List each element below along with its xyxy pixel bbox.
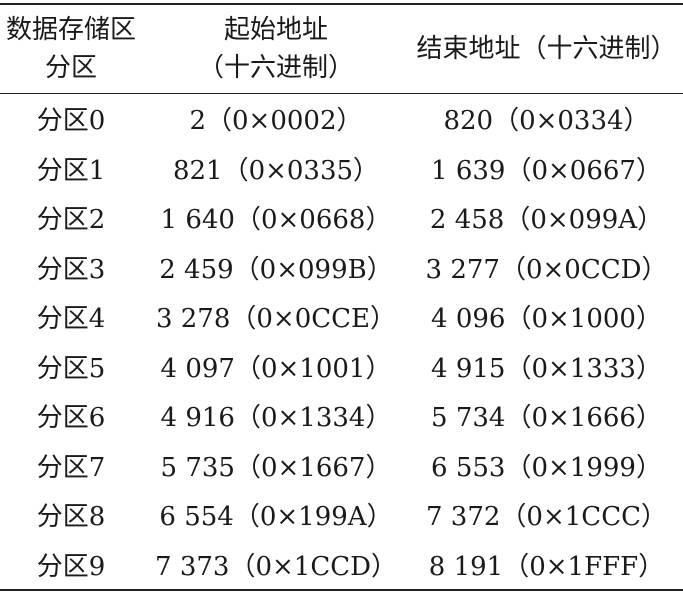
header-end-line1: 结束地址（十六进制） xyxy=(416,34,677,64)
partition-cell: 分区9 xyxy=(36,551,106,582)
end-address-cell: 1 639（0×0667） xyxy=(431,155,662,186)
start-address-cell: 2 459（0×099B） xyxy=(159,254,393,285)
table-row: 分区0 2（0×0002） 820（0×0334） xyxy=(0,94,683,144)
partition-cell: 分区8 xyxy=(36,502,106,533)
start-address-cell: 821（0×0335） xyxy=(172,155,380,186)
start-address-cell: 4 916（0×1334） xyxy=(160,403,392,434)
partition-cell: 分区3 xyxy=(36,254,106,285)
header-end-address: 结束地址（十六进制） xyxy=(410,4,683,94)
partition-cell: 分区4 xyxy=(36,304,106,335)
table-row: 分区7 5 735（0×1667） 6 553（0×1999） xyxy=(0,441,683,491)
header-start-address: 起始地址 （十六进制） xyxy=(142,4,410,94)
end-address-cell: 820（0×0334） xyxy=(443,106,650,137)
start-address-cell: 1 640（0×0668） xyxy=(160,205,392,236)
start-address-cell: 6 554（0×199A） xyxy=(159,502,393,533)
end-address-cell: 6 553（0×1999） xyxy=(431,452,662,483)
partition-cell: 分区5 xyxy=(36,353,106,384)
table-header: 数据存储区 分区 起始地址 （十六进制） 结束地址（十六进制） xyxy=(0,4,683,94)
header-start-line1: 起始地址 xyxy=(223,15,328,45)
start-address-cell: 7 373（0×1CCD） xyxy=(155,551,397,582)
table-row: 分区6 4 916（0×1334） 5 734（0×1666） xyxy=(0,391,683,441)
partition-cell: 分区6 xyxy=(36,403,106,434)
header-start-line2: （十六进制） xyxy=(197,53,354,83)
table-row: 分区4 3 278（0×0CCE） 4 096（0×1000） xyxy=(0,292,683,342)
end-address-cell: 7 372（0×1CCC） xyxy=(426,502,667,533)
header-partition-line1: 数据存储区 xyxy=(5,15,136,45)
table-row: 分区2 1 640（0×0668） 2 458（0×099A） xyxy=(0,193,683,243)
start-address-cell: 5 735（0×1667） xyxy=(160,452,392,483)
end-address-cell: 3 277（0×0CCD） xyxy=(425,254,668,285)
header-row: 数据存储区 分区 起始地址 （十六进制） 结束地址（十六进制） xyxy=(0,4,683,94)
table-row: 分区9 7 373（0×1CCD） 8 191（0×1FFF） xyxy=(0,540,683,590)
partition-cell: 分区0 xyxy=(36,106,106,137)
start-address-cell: 4 097（0×1001） xyxy=(160,353,392,384)
header-partition-line2: 分区 xyxy=(44,53,97,83)
table-row: 分区8 6 554（0×199A） 7 372（0×1CCC） xyxy=(0,490,683,540)
table-row: 分区3 2 459（0×099B） 3 277（0×0CCD） xyxy=(0,243,683,293)
end-address-cell: 2 458（0×099A） xyxy=(429,205,664,236)
start-address-cell: 2（0×0002） xyxy=(189,106,363,137)
end-address-cell: 4 915（0×1333） xyxy=(431,353,662,384)
end-address-cell: 4 096（0×1000） xyxy=(431,304,662,335)
partition-cell: 分区1 xyxy=(36,155,106,186)
table-body: 分区0 2（0×0002） 820（0×0334） 分区1 821（0×0335… xyxy=(0,94,683,590)
partition-address-table: 数据存储区 分区 起始地址 （十六进制） 结束地址（十六进制） 分区0 2（0×… xyxy=(0,3,683,591)
table-row: 分区5 4 097（0×1001） 4 915（0×1333） xyxy=(0,342,683,392)
partition-cell: 分区2 xyxy=(36,205,106,236)
start-address-cell: 3 278（0×0CCE） xyxy=(155,304,397,335)
partition-cell: 分区7 xyxy=(36,452,106,483)
table-row: 分区1 821（0×0335） 1 639（0×0667） xyxy=(0,144,683,194)
end-address-cell: 5 734（0×1666） xyxy=(431,403,662,434)
header-partition: 数据存储区 分区 xyxy=(0,4,142,94)
end-address-cell: 8 191（0×1FFF） xyxy=(428,551,665,582)
